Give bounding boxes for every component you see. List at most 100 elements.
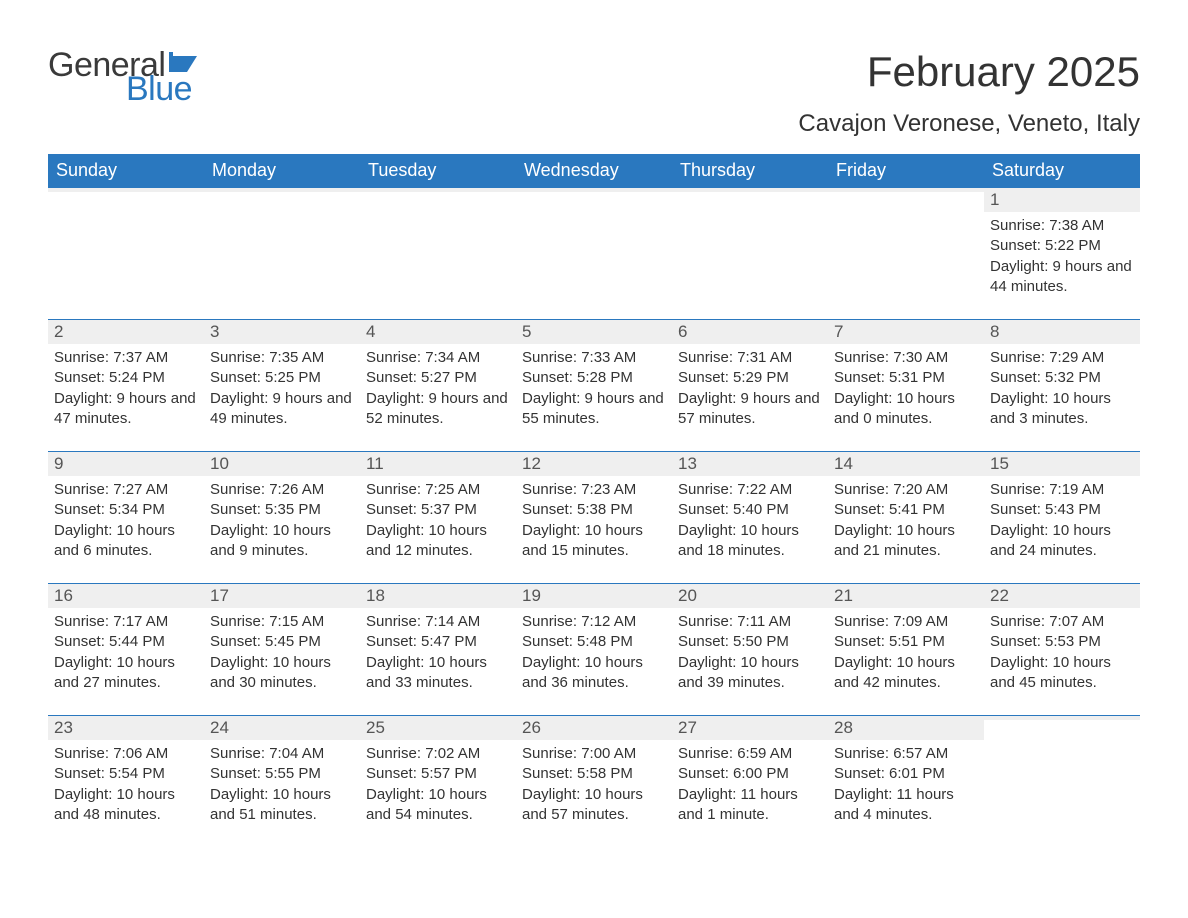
calendar-cell: 17Sunrise: 7:15 AMSunset: 5:45 PMDayligh… bbox=[204, 583, 360, 715]
day-content bbox=[984, 720, 1140, 734]
sunrise-text: Sunrise: 7:30 AM bbox=[834, 348, 978, 368]
sunrise-text: Sunrise: 7:14 AM bbox=[366, 612, 510, 632]
sunset-text: Sunset: 5:31 PM bbox=[834, 368, 978, 388]
sunset-text: Sunset: 5:47 PM bbox=[366, 632, 510, 652]
calendar-cell: 5Sunrise: 7:33 AMSunset: 5:28 PMDaylight… bbox=[516, 319, 672, 451]
sunrise-text: Sunrise: 7:02 AM bbox=[366, 744, 510, 764]
daylight-text: Daylight: 10 hours and 54 minutes. bbox=[366, 785, 510, 826]
day-number: 15 bbox=[984, 451, 1140, 476]
sunrise-text: Sunrise: 7:17 AM bbox=[54, 612, 198, 632]
weekday-header: Saturday bbox=[984, 154, 1140, 187]
daylight-text: Daylight: 10 hours and 9 minutes. bbox=[210, 521, 354, 562]
sunrise-text: Sunrise: 7:27 AM bbox=[54, 480, 198, 500]
sunrise-text: Sunrise: 7:29 AM bbox=[990, 348, 1134, 368]
daylight-text: Daylight: 10 hours and 6 minutes. bbox=[54, 521, 198, 562]
sunset-text: Sunset: 5:27 PM bbox=[366, 368, 510, 388]
calendar-cell: 23Sunrise: 7:06 AMSunset: 5:54 PMDayligh… bbox=[48, 715, 204, 847]
calendar-row: 9Sunrise: 7:27 AMSunset: 5:34 PMDaylight… bbox=[48, 451, 1140, 583]
day-content: Sunrise: 7:19 AMSunset: 5:43 PMDaylight:… bbox=[984, 476, 1140, 571]
sunset-text: Sunset: 5:51 PM bbox=[834, 632, 978, 652]
day-number: 24 bbox=[204, 715, 360, 740]
daylight-text: Daylight: 9 hours and 44 minutes. bbox=[990, 257, 1134, 298]
calendar-cell: 22Sunrise: 7:07 AMSunset: 5:53 PMDayligh… bbox=[984, 583, 1140, 715]
calendar-cell: 14Sunrise: 7:20 AMSunset: 5:41 PMDayligh… bbox=[828, 451, 984, 583]
calendar-cell bbox=[360, 187, 516, 319]
sunset-text: Sunset: 5:32 PM bbox=[990, 368, 1134, 388]
day-number: 6 bbox=[672, 319, 828, 344]
day-content: Sunrise: 7:34 AMSunset: 5:27 PMDaylight:… bbox=[360, 344, 516, 439]
day-content: Sunrise: 7:31 AMSunset: 5:29 PMDaylight:… bbox=[672, 344, 828, 439]
day-number: 13 bbox=[672, 451, 828, 476]
weekday-header: Thursday bbox=[672, 154, 828, 187]
calendar-cell: 20Sunrise: 7:11 AMSunset: 5:50 PMDayligh… bbox=[672, 583, 828, 715]
sunset-text: Sunset: 5:54 PM bbox=[54, 764, 198, 784]
daylight-text: Daylight: 10 hours and 33 minutes. bbox=[366, 653, 510, 694]
calendar-cell: 16Sunrise: 7:17 AMSunset: 5:44 PMDayligh… bbox=[48, 583, 204, 715]
sunset-text: Sunset: 5:34 PM bbox=[54, 500, 198, 520]
day-number: 23 bbox=[48, 715, 204, 740]
day-number: 4 bbox=[360, 319, 516, 344]
sunrise-text: Sunrise: 7:34 AM bbox=[366, 348, 510, 368]
sunset-text: Sunset: 5:24 PM bbox=[54, 368, 198, 388]
calendar-cell bbox=[672, 187, 828, 319]
day-content: Sunrise: 7:07 AMSunset: 5:53 PMDaylight:… bbox=[984, 608, 1140, 703]
calendar-cell: 25Sunrise: 7:02 AMSunset: 5:57 PMDayligh… bbox=[360, 715, 516, 847]
calendar-cell: 26Sunrise: 7:00 AMSunset: 5:58 PMDayligh… bbox=[516, 715, 672, 847]
sunset-text: Sunset: 5:45 PM bbox=[210, 632, 354, 652]
calendar-cell: 10Sunrise: 7:26 AMSunset: 5:35 PMDayligh… bbox=[204, 451, 360, 583]
daylight-text: Daylight: 10 hours and 48 minutes. bbox=[54, 785, 198, 826]
daylight-text: Daylight: 10 hours and 51 minutes. bbox=[210, 785, 354, 826]
daylight-text: Daylight: 10 hours and 27 minutes. bbox=[54, 653, 198, 694]
sunset-text: Sunset: 5:50 PM bbox=[678, 632, 822, 652]
daylight-text: Daylight: 9 hours and 57 minutes. bbox=[678, 389, 822, 430]
daylight-text: Daylight: 10 hours and 12 minutes. bbox=[366, 521, 510, 562]
daylight-text: Daylight: 10 hours and 24 minutes. bbox=[990, 521, 1134, 562]
sunrise-text: Sunrise: 7:26 AM bbox=[210, 480, 354, 500]
day-number: 18 bbox=[360, 583, 516, 608]
daylight-text: Daylight: 9 hours and 52 minutes. bbox=[366, 389, 510, 430]
weekday-header: Wednesday bbox=[516, 154, 672, 187]
day-content bbox=[516, 192, 672, 206]
daylight-text: Daylight: 10 hours and 57 minutes. bbox=[522, 785, 666, 826]
daylight-text: Daylight: 10 hours and 39 minutes. bbox=[678, 653, 822, 694]
daylight-text: Daylight: 10 hours and 45 minutes. bbox=[990, 653, 1134, 694]
day-number: 3 bbox=[204, 319, 360, 344]
daylight-text: Daylight: 11 hours and 1 minute. bbox=[678, 785, 822, 826]
weekday-header: Sunday bbox=[48, 154, 204, 187]
sunrise-text: Sunrise: 7:33 AM bbox=[522, 348, 666, 368]
calendar-cell: 8Sunrise: 7:29 AMSunset: 5:32 PMDaylight… bbox=[984, 319, 1140, 451]
day-content: Sunrise: 7:04 AMSunset: 5:55 PMDaylight:… bbox=[204, 740, 360, 835]
daylight-text: Daylight: 10 hours and 18 minutes. bbox=[678, 521, 822, 562]
page-header: General Blue February 2025 Cavajon Veron… bbox=[48, 48, 1140, 138]
page-title: February 2025 bbox=[798, 48, 1140, 96]
day-number: 14 bbox=[828, 451, 984, 476]
day-content: Sunrise: 7:02 AMSunset: 5:57 PMDaylight:… bbox=[360, 740, 516, 835]
title-block: February 2025 Cavajon Veronese, Veneto, … bbox=[798, 48, 1140, 138]
calendar-cell: 13Sunrise: 7:22 AMSunset: 5:40 PMDayligh… bbox=[672, 451, 828, 583]
sunrise-text: Sunrise: 7:25 AM bbox=[366, 480, 510, 500]
calendar-cell: 18 Sunrise: 7:14 AMSunset: 5:47 PMDayligh… bbox=[360, 583, 516, 715]
calendar-cell: 1Sunrise: 7:38 AMSunset: 5:22 PMDaylight… bbox=[984, 187, 1140, 319]
day-content: Sunrise: 7:17 AMSunset: 5:44 PMDaylight:… bbox=[48, 608, 204, 703]
sunset-text: Sunset: 5:40 PM bbox=[678, 500, 822, 520]
sunrise-text: Sunrise: 7:19 AM bbox=[990, 480, 1134, 500]
day-content: Sunrise: 7:37 AMSunset: 5:24 PMDaylight:… bbox=[48, 344, 204, 439]
day-content: Sunrise: 6:57 AMSunset: 6:01 PMDaylight:… bbox=[828, 740, 984, 835]
sunset-text: Sunset: 5:58 PM bbox=[522, 764, 666, 784]
day-content: Sunrise: 7:23 AMSunset: 5:38 PMDaylight:… bbox=[516, 476, 672, 571]
sunrise-text: Sunrise: 7:35 AM bbox=[210, 348, 354, 368]
sunrise-text: Sunrise: 7:07 AM bbox=[990, 612, 1134, 632]
day-number: 25 bbox=[360, 715, 516, 740]
calendar-cell: 4Sunrise: 7:34 AMSunset: 5:27 PMDaylight… bbox=[360, 319, 516, 451]
calendar-cell: 21Sunrise: 7:09 AMSunset: 5:51 PMDayligh… bbox=[828, 583, 984, 715]
sunrise-text: Sunrise: 7:00 AM bbox=[522, 744, 666, 764]
daylight-text: Daylight: 10 hours and 0 minutes. bbox=[834, 389, 978, 430]
calendar-row: 1Sunrise: 7:38 AMSunset: 5:22 PMDaylight… bbox=[48, 187, 1140, 319]
sunset-text: Sunset: 5:41 PM bbox=[834, 500, 978, 520]
daylight-text: Daylight: 10 hours and 42 minutes. bbox=[834, 653, 978, 694]
calendar-cell: 3Sunrise: 7:35 AMSunset: 5:25 PMDaylight… bbox=[204, 319, 360, 451]
calendar-cell bbox=[204, 187, 360, 319]
sunset-text: Sunset: 5:53 PM bbox=[990, 632, 1134, 652]
daylight-text: Daylight: 9 hours and 55 minutes. bbox=[522, 389, 666, 430]
sunrise-text: Sunrise: 7:15 AM bbox=[210, 612, 354, 632]
